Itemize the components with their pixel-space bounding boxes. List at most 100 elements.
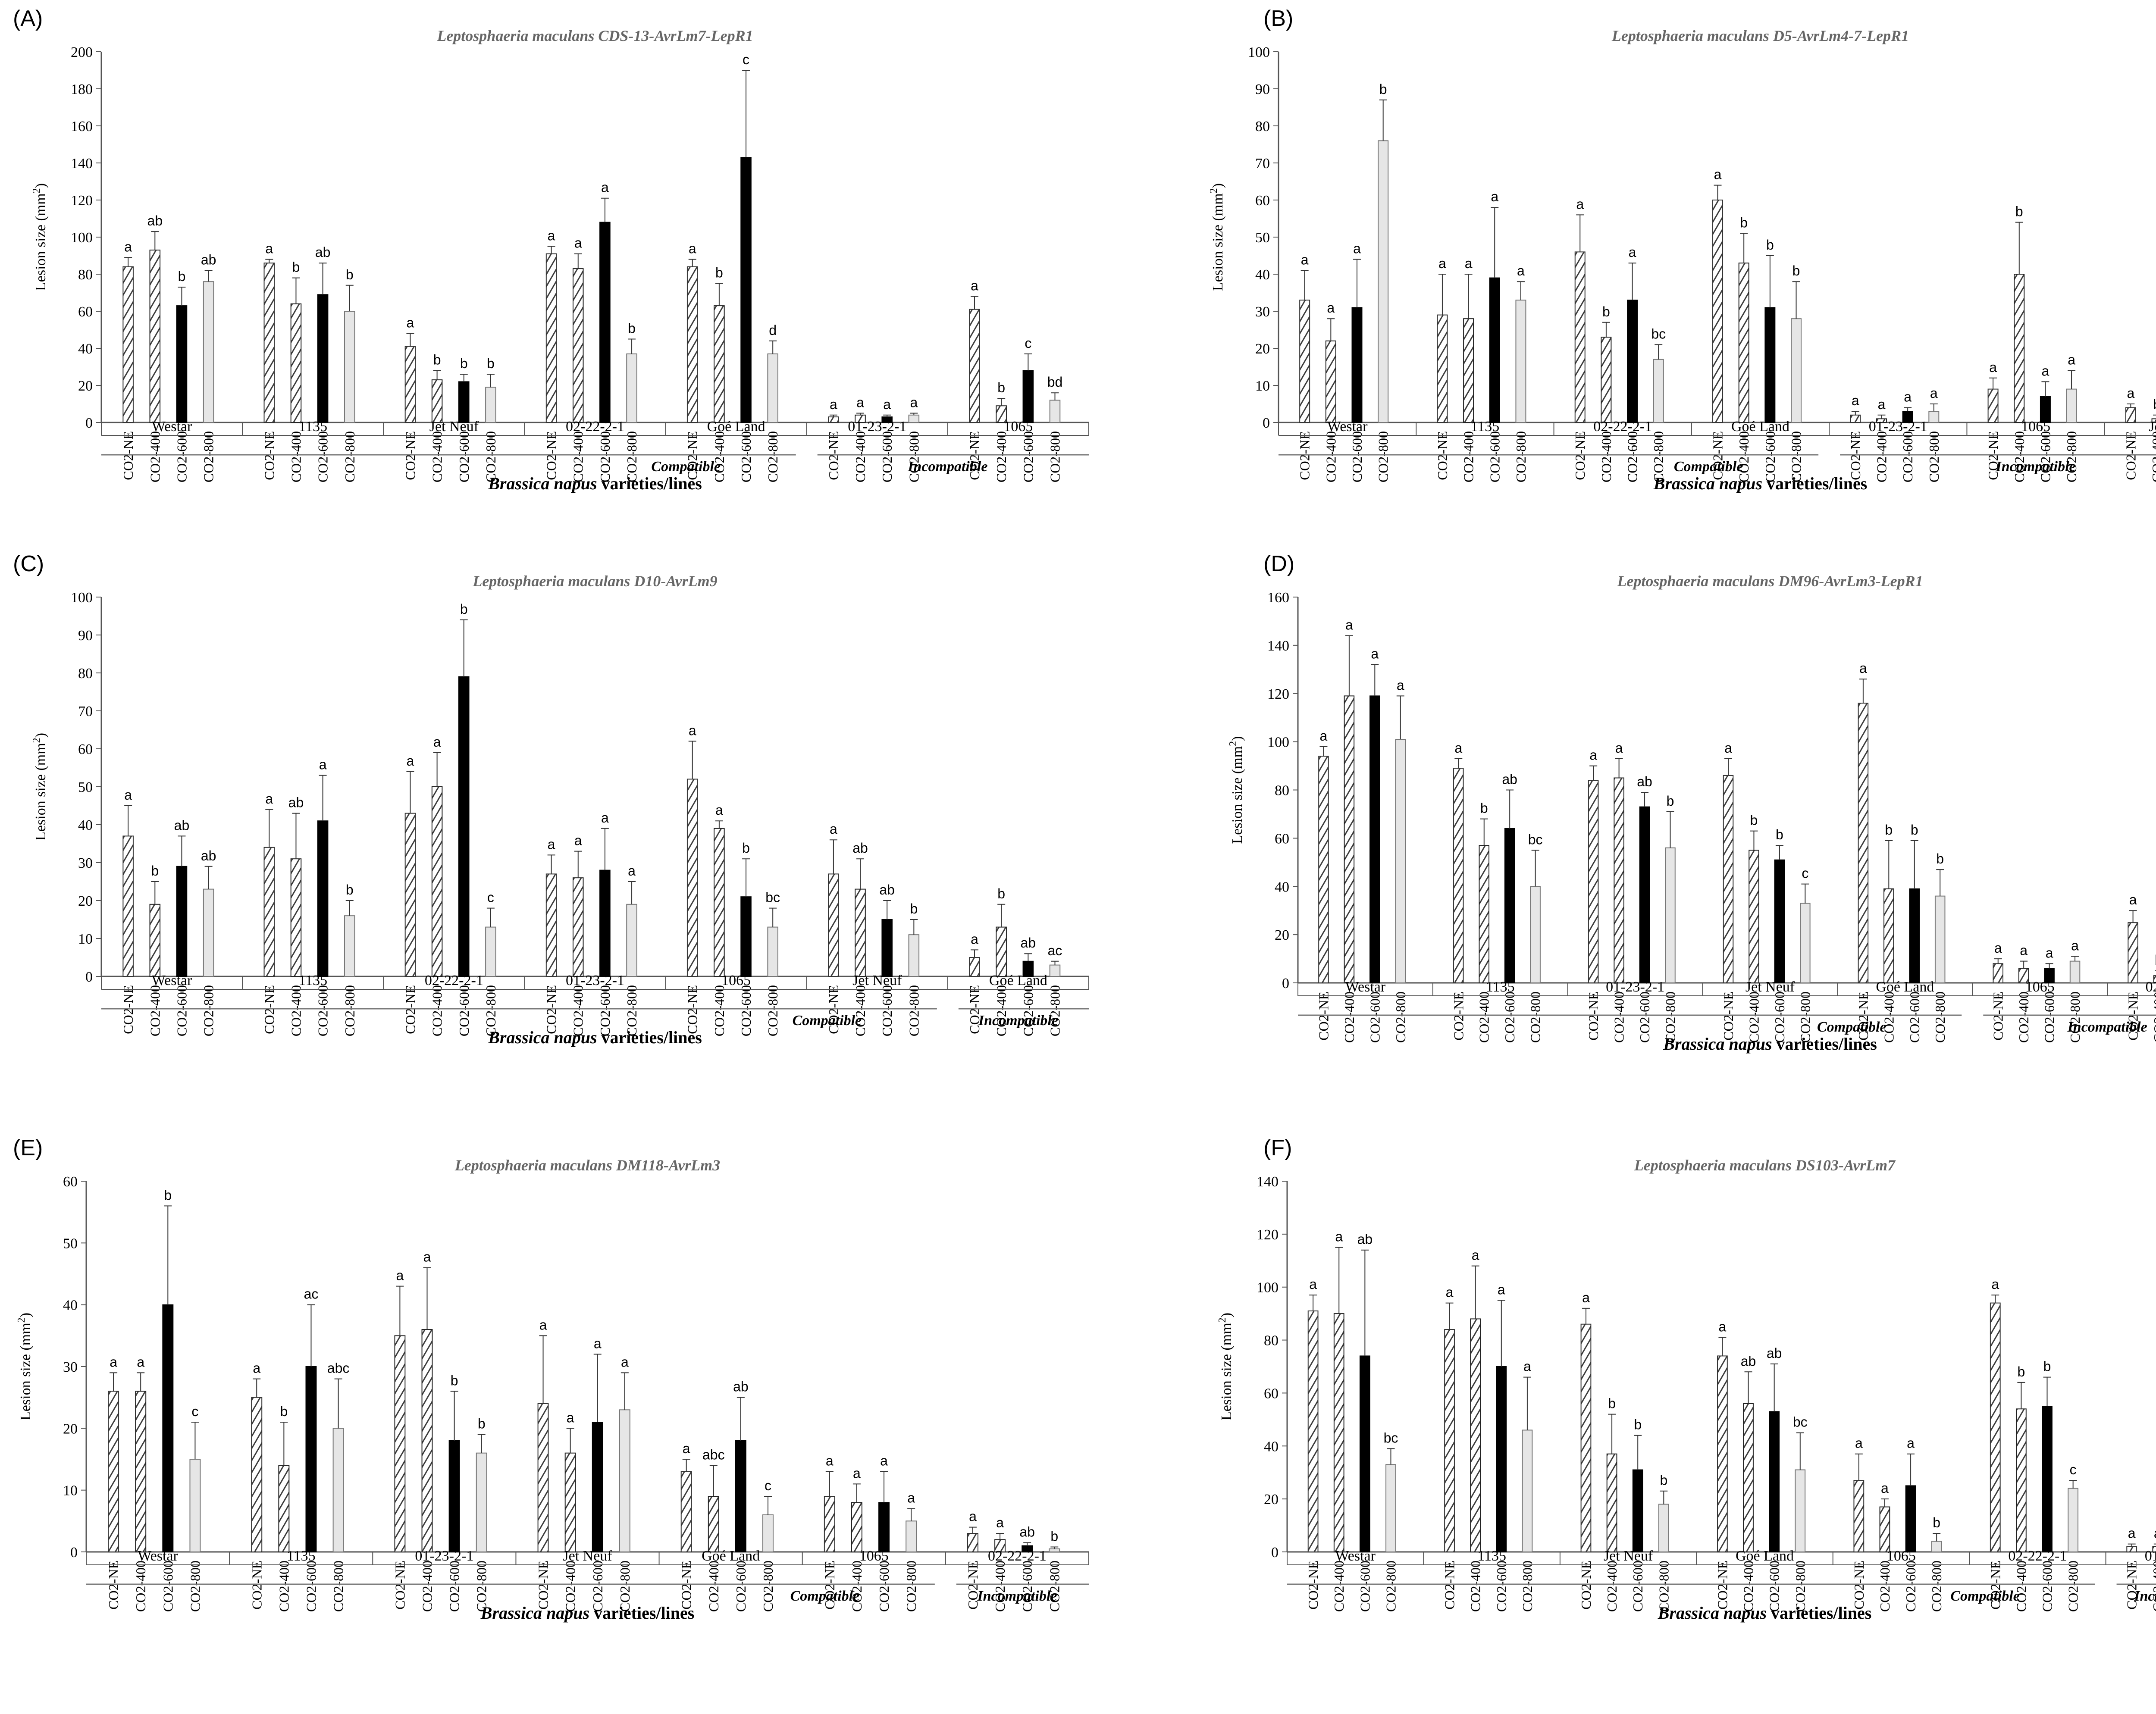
y-tick-label: 180 <box>71 81 93 97</box>
bar <box>2042 1406 2053 1552</box>
treatment-label: CO2-400 <box>570 985 586 1036</box>
bar <box>317 294 329 423</box>
treatment-label: CO2-NE <box>826 431 841 480</box>
bar <box>290 858 302 977</box>
significance-letter: a <box>628 863 636 879</box>
group-label: 01-23-2-1 <box>848 419 906 435</box>
x-axis-title: Brassica napus varieties/lines <box>488 1028 702 1047</box>
significance-letter: b <box>742 840 750 856</box>
significance-letter: a <box>880 1453 888 1469</box>
significance-letter: a <box>1397 677 1404 693</box>
group-label: 02-22-2-1 <box>566 419 624 435</box>
group-label: Goé Land <box>989 973 1047 988</box>
bar <box>2068 1488 2079 1553</box>
x-axis-title-rest: varieties/lines <box>597 474 702 493</box>
treatment-label: CO2-400 <box>570 431 586 482</box>
x-axis-title-rest: varieties/lines <box>597 1028 702 1047</box>
group-label: Westar <box>1327 419 1368 435</box>
significance-letter: ab <box>1767 1345 1782 1361</box>
group-label: 02-22-2-1 <box>988 1548 1047 1564</box>
y-tick-label: 40 <box>78 817 93 833</box>
significance-letter: a <box>1852 393 1859 408</box>
bar <box>1627 300 1638 423</box>
bar <box>1665 847 1676 983</box>
significance-letter: a <box>1859 660 1867 676</box>
significance-letter: a <box>826 1453 834 1469</box>
group-label: 02-22-2-1 <box>425 973 483 988</box>
treatment-label: CO2-NE <box>1851 1561 1867 1610</box>
bar <box>149 904 161 977</box>
significance-letter: b <box>292 260 300 275</box>
bar <box>149 250 161 423</box>
significance-letter: a <box>1719 1319 1727 1334</box>
significance-letter: a <box>2020 943 2028 958</box>
treatment-label: CO2-400 <box>849 1561 865 1612</box>
significance-letter: a <box>830 821 837 837</box>
treatment-label: CO2-600 <box>2037 431 2053 482</box>
bar <box>1987 388 1999 423</box>
y-tick-label: 140 <box>1267 638 1289 654</box>
significance-letter: c <box>191 1404 198 1419</box>
bar <box>1378 140 1389 423</box>
y-tick-label: 0 <box>1263 415 1270 431</box>
bar <box>431 379 443 423</box>
significance-letter: ab <box>201 848 216 863</box>
chart-panel: (F)Leptosphaeria maculans DS103-AvrLm702… <box>1217 1135 2156 1623</box>
significance-letter: d <box>769 322 777 338</box>
significance-letter: b <box>910 901 918 916</box>
treatment-label: CO2-800 <box>2064 431 2079 482</box>
chart-panel: (E)Leptosphaeria maculans DM118-AvrLm301… <box>13 1135 1089 1623</box>
treatment-label: CO2-NE <box>1720 991 1736 1041</box>
significance-letter: b <box>478 1416 486 1432</box>
bar <box>1437 314 1448 423</box>
y-tick-label: 50 <box>78 779 93 795</box>
bar <box>599 222 611 423</box>
group-label: 1065 <box>2021 419 2050 435</box>
treatment-label: CO2-NE <box>106 1561 121 1610</box>
y-tick-label: 70 <box>78 704 93 719</box>
y-tick-label: 200 <box>71 44 93 60</box>
significance-letter: a <box>423 1249 431 1265</box>
significance-letter: b <box>451 1373 458 1388</box>
bar <box>1928 411 1940 423</box>
significance-letter: ab <box>1741 1353 1756 1369</box>
y-tick-label: 160 <box>71 119 93 134</box>
chart-panel: (B) Leptosphaeria maculans D5-AvrLm4-7-Le… <box>1208 6 2156 493</box>
significance-letter: a <box>2071 938 2079 953</box>
bar <box>135 1391 147 1552</box>
bar <box>485 387 496 423</box>
bar <box>564 1452 576 1553</box>
bar <box>1444 1329 1455 1552</box>
significance-letter: a <box>1517 263 1525 278</box>
group-label: 01-23-2-1 <box>566 973 624 988</box>
bar <box>851 1502 862 1552</box>
treatment-label: CO2-NE <box>120 985 136 1034</box>
y-axis-label-end: ) <box>33 733 49 738</box>
bar <box>1496 1366 1507 1552</box>
y-tick-label: 20 <box>63 1421 78 1437</box>
significance-letter: ac <box>304 1286 319 1302</box>
significance-letter: a <box>574 235 582 251</box>
significance-letter: ab <box>315 244 331 260</box>
y-tick-label: 120 <box>71 193 93 209</box>
significance-letter: b <box>1379 81 1387 97</box>
significance-letter: a <box>2046 945 2053 960</box>
bar <box>1723 775 1734 983</box>
bar <box>1453 768 1464 983</box>
treatment-label: CO2-800 <box>765 985 780 1036</box>
y-axis-label: Lesion size (mm2) <box>16 1313 34 1420</box>
y-tick-label: 40 <box>63 1298 78 1314</box>
treatment-label: CO2-NE <box>1572 431 1588 480</box>
significance-letter: a <box>621 1354 629 1370</box>
x-axis-title-species: Brassica napus <box>488 474 597 493</box>
bar <box>263 263 275 423</box>
treatment-label: CO2-600 <box>879 985 895 1036</box>
bar <box>1791 318 1802 423</box>
panel-label: (A) <box>13 6 43 31</box>
significance-letter: a <box>1615 740 1623 756</box>
treatment-label: CO2-800 <box>765 431 780 482</box>
treatment-label: CO2-NE <box>1442 1561 1457 1610</box>
significance-letter: b <box>460 601 468 617</box>
significance-letter: a <box>1454 740 1462 756</box>
significance-letter: ab <box>733 1379 749 1395</box>
